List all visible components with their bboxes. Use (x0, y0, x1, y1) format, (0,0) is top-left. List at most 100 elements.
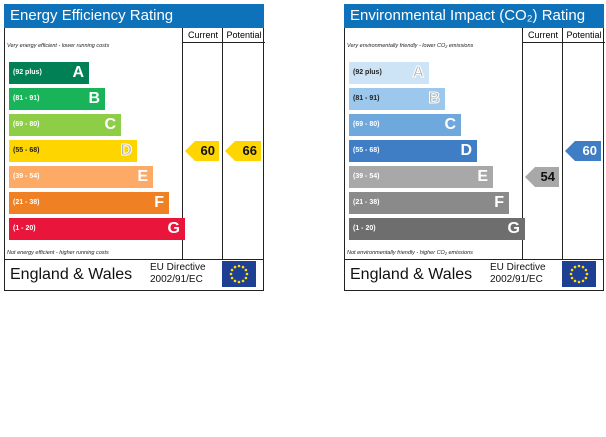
band-range-label: (21 - 38) (353, 199, 380, 206)
eu-star (584, 276, 588, 280)
potential-rating-value: 66 (242, 143, 257, 158)
potential-arrow-shape (565, 141, 601, 161)
eu-star (569, 272, 573, 276)
potential-arrow-fill (565, 141, 601, 161)
rating-bar-d: (55 - 68) D (349, 140, 477, 162)
chart-title: Environmental Impact (CO₂) Rating (344, 4, 604, 28)
eu-star (233, 265, 237, 269)
eu-star (229, 272, 233, 276)
band-range-label: (21 - 38) (13, 199, 40, 206)
current-rating-arrow: 54 (525, 167, 559, 187)
band-range-label: (69 - 80) (13, 121, 40, 128)
eu-star (230, 268, 234, 272)
eu-directive-line1: EU Directive (490, 262, 546, 273)
potential-header: Potential (222, 28, 265, 43)
band-range-label: (55 - 68) (353, 147, 380, 154)
rating-bar-a: (92 plus) A (349, 62, 429, 84)
top-note: Very environmentally friendly - lower CO… (347, 43, 474, 49)
bottom-note: Not environmentally friendly - higher CO… (347, 250, 473, 256)
eu-star (570, 276, 574, 280)
rating-bar-d: (55 - 68) D (9, 140, 137, 162)
rating-bar-c: (69 - 80) C (349, 114, 461, 136)
footer: England & Wales EU Directive 2002/91/EC (345, 259, 603, 290)
band-letter: F (154, 194, 164, 211)
eu-flag-icon (222, 261, 256, 287)
band-letter: C (444, 116, 456, 133)
eu-star (577, 280, 581, 284)
rating-bar-a: (92 plus) A (9, 62, 89, 84)
eu-star (577, 264, 581, 268)
current-rating-value: 54 (540, 169, 555, 184)
rating-bar-e: (39 - 54) E (9, 166, 153, 188)
potential-arrow-shape (225, 141, 261, 161)
environmental-impact-chart: Environmental Impact (CO₂) Rating Curren… (344, 4, 605, 291)
column-divider (562, 28, 563, 259)
eu-star (233, 279, 237, 283)
rating-bar-b: (81 - 91) B (349, 88, 445, 110)
footer: England & Wales EU Directive 2002/91/EC (5, 259, 263, 290)
eu-star (244, 276, 248, 280)
current-arrow-shape (185, 141, 219, 161)
band-range-label: (39 - 54) (353, 173, 380, 180)
band-range-label: (69 - 80) (353, 121, 380, 128)
eu-directive: EU Directive 2002/91/EC (490, 262, 546, 286)
eu-flag-icon (562, 261, 596, 287)
eu-star (585, 272, 589, 276)
rating-bar-g: (1 - 20) G (349, 218, 525, 240)
region-label: England & Wales (10, 266, 133, 283)
potential-arrow-fill (225, 141, 261, 161)
band-letter: B (428, 90, 441, 108)
eu-star (241, 265, 245, 269)
potential-header: Potential (562, 28, 605, 43)
eu-star (245, 272, 249, 276)
rating-bar-b: (81 - 91) B (9, 88, 105, 110)
eu-directive: EU Directive 2002/91/EC (150, 262, 206, 286)
eu-star (581, 279, 585, 283)
band-letter: E (477, 168, 488, 185)
rating-bar-f: (21 - 38) F (9, 192, 169, 214)
current-arrow-fill (185, 141, 219, 161)
rating-bar-c: (69 - 80) C (9, 114, 121, 136)
band-range-label: (81 - 91) (353, 95, 380, 102)
eu-directive-line2: 2002/91/EC (150, 274, 203, 285)
potential-rating-arrow: 60 (565, 141, 601, 161)
rating-bar-f: (21 - 38) F (349, 192, 509, 214)
band-letter: A (412, 64, 425, 82)
eu-directive-line2: 2002/91/EC (490, 274, 543, 285)
band-range-label: (1 - 20) (353, 225, 376, 232)
top-note: Very energy efficient - lower running co… (7, 43, 110, 49)
region-label: England & Wales (350, 266, 473, 283)
current-rating-value: 60 (200, 143, 215, 158)
eu-star (244, 268, 248, 272)
rating-bar-e: (39 - 54) E (349, 166, 493, 188)
eu-star (581, 265, 585, 269)
band-letter: E (137, 168, 148, 185)
eu-star (573, 265, 577, 269)
energy-efficiency-chart: Energy Efficiency Rating Current Potenti… (4, 4, 265, 291)
band-range-label: (55 - 68) (13, 147, 40, 154)
bottom-note: Not energy efficient - higher running co… (7, 250, 109, 256)
band-letter: F (494, 194, 504, 211)
eu-star (237, 264, 241, 268)
column-divider (522, 28, 523, 259)
current-header: Current (182, 28, 223, 43)
rating-bar-g: (1 - 20) G (9, 218, 185, 240)
band-letter: C (104, 116, 116, 133)
band-letter: A (72, 64, 84, 81)
band-letter: G (167, 220, 180, 237)
eu-star (230, 276, 234, 280)
eu-star (241, 279, 245, 283)
band-letter: G (507, 220, 520, 237)
chart-title: Energy Efficiency Rating (4, 4, 264, 28)
band-letter: B (88, 90, 100, 107)
band-range-label: (39 - 54) (13, 173, 40, 180)
band-range-label: (81 - 91) (13, 95, 40, 102)
current-rating-arrow: 60 (185, 141, 219, 161)
column-divider (222, 28, 223, 259)
column-divider (182, 28, 183, 259)
potential-rating-arrow: 66 (225, 141, 261, 161)
current-header: Current (522, 28, 563, 43)
chart-frame: Current Potential Very environmentally f… (344, 28, 605, 291)
band-range-label: (1 - 20) (13, 225, 36, 232)
current-arrow-fill (525, 167, 559, 187)
